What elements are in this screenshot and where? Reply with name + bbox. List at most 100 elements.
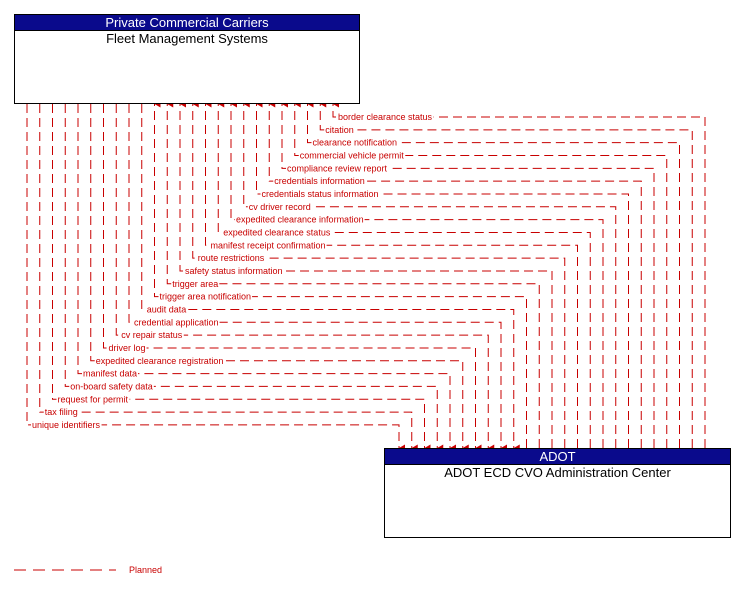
flow-line — [115, 104, 495, 452]
flow-label-background — [82, 368, 139, 379]
flow-expedited-clearance-status[interactable]: expedited clearance status — [217, 100, 591, 448]
flow-line — [281, 100, 655, 448]
legend: Planned — [14, 565, 162, 575]
legend-label: Planned — [129, 565, 162, 575]
flow-label: audit data — [147, 304, 187, 314]
flow-label-background — [107, 342, 147, 353]
flow-label-background — [43, 407, 79, 418]
flow-on-board-safety-data[interactable]: on-board safety data — [64, 104, 444, 452]
fleet-management-systems-node[interactable]: Private Commercial Carriers Fleet Manage… — [14, 14, 360, 104]
flow-line — [294, 100, 668, 448]
flow-line — [39, 104, 418, 452]
flow-compliance-review-report[interactable]: compliance review report — [281, 100, 655, 448]
flow-expedited-clearance-registration[interactable]: expedited clearance registration — [90, 104, 469, 452]
flow-line — [64, 104, 444, 452]
flow-label: tax filing — [45, 407, 78, 417]
flow-expedited-clearance-information[interactable]: expedited clearance information — [230, 100, 604, 448]
flow-cv-repair-status[interactable]: cv repair status — [115, 104, 495, 452]
flow-label-background — [145, 304, 188, 315]
flow-driver-log[interactable]: driver log — [103, 104, 482, 452]
flow-label-background — [273, 176, 366, 187]
flow-label-background — [184, 265, 284, 276]
flow-label-background — [133, 317, 220, 328]
flow-label-background — [69, 381, 154, 392]
adot-node-header: ADOT — [385, 449, 730, 465]
flow-label: route restrictions — [198, 253, 265, 263]
flow-label-background — [120, 330, 184, 341]
flow-label: expedited clearance information — [236, 215, 364, 225]
flow-label-background — [158, 291, 253, 302]
flow-trigger-area-notification[interactable]: trigger area notification — [154, 100, 527, 448]
flow-label: credential application — [134, 317, 219, 327]
flow-request-for-permit[interactable]: request for permit — [52, 104, 431, 452]
flow-clearance-notification[interactable]: clearance notification — [307, 100, 680, 448]
flow-label: manifest receipt confirmation — [211, 240, 326, 250]
flow-label-background — [260, 188, 380, 199]
flow-label-background — [337, 112, 434, 122]
flow-label: expedited clearance registration — [96, 356, 224, 366]
flow-label-background — [31, 419, 102, 430]
fleet-node-header: Private Commercial Carriers — [15, 15, 359, 31]
flow-label: driver log — [109, 343, 146, 353]
flow-credentials-status-information[interactable]: credentials status information — [256, 100, 629, 448]
flow-label-background — [171, 278, 220, 289]
flow-label-background — [247, 201, 312, 212]
flow-line — [90, 104, 469, 452]
flow-label: cv repair status — [121, 330, 183, 340]
flow-line — [166, 100, 540, 448]
flow-border-clearance-status[interactable]: border clearance status — [332, 100, 706, 448]
flow-credential-application[interactable]: credential application — [128, 104, 507, 452]
flow-line — [319, 100, 693, 448]
flow-label-background — [56, 394, 130, 405]
flow-label: compliance review report — [287, 163, 388, 173]
flow-tax-filing[interactable]: tax filing — [39, 104, 418, 452]
flow-label-background — [196, 253, 266, 264]
flow-safety-status-information[interactable]: safety status information — [179, 100, 553, 448]
adot-node-title: ADOT ECD CVO Administration Center — [444, 465, 671, 480]
flow-route-restrictions[interactable]: route restrictions — [192, 100, 566, 448]
flow-line — [26, 104, 405, 452]
flow-label-background — [324, 124, 355, 135]
flow-label: trigger area — [172, 279, 218, 289]
flow-line — [154, 100, 527, 448]
flow-label: credentials status information — [262, 189, 379, 199]
flow-manifest-data[interactable]: manifest data — [77, 104, 456, 452]
flow-cv-driver-record[interactable]: cv driver record — [243, 100, 617, 448]
flow-label-background — [286, 163, 389, 174]
flow-label-background — [298, 150, 406, 161]
flow-line — [192, 100, 566, 448]
flow-citation[interactable]: citation — [319, 100, 693, 448]
flow-label: on-board safety data — [70, 381, 153, 391]
flow-line — [179, 100, 553, 448]
flow-line — [268, 100, 642, 448]
flow-label-background — [94, 355, 225, 366]
flow-label: border clearance status — [338, 112, 433, 122]
flow-audit-data[interactable]: audit data — [141, 104, 520, 452]
flow-line — [217, 100, 591, 448]
flow-label-background — [222, 227, 332, 238]
fleet-node-title: Fleet Management Systems — [106, 31, 268, 46]
flow-line — [230, 100, 604, 448]
flow-label-background — [235, 214, 365, 225]
flow-trigger-area[interactable]: trigger area — [166, 100, 540, 448]
flow-label: safety status information — [185, 266, 283, 276]
flow-label: trigger area notification — [160, 292, 252, 302]
flow-commercial-vehicle-permit[interactable]: commercial vehicle permit — [294, 100, 668, 448]
flow-line — [307, 100, 680, 448]
flow-line — [52, 104, 431, 452]
flow-label: manifest data — [83, 369, 137, 379]
flow-line — [77, 104, 456, 452]
flow-label: request for permit — [58, 394, 129, 404]
flow-manifest-receipt-confirmation[interactable]: manifest receipt confirmation — [205, 100, 578, 448]
flow-credentials-information[interactable]: credentials information — [268, 100, 642, 448]
flow-label: unique identifiers — [32, 420, 101, 430]
flow-line — [243, 100, 617, 448]
flow-label-background — [209, 240, 327, 251]
flow-unique-identifiers[interactable]: unique identifiers — [26, 104, 405, 452]
adot-ecd-cvo-administration-center-node[interactable]: ADOT ADOT ECD CVO Administration Center — [384, 448, 731, 538]
flow-label-background — [311, 137, 399, 148]
flow-label: credentials information — [274, 176, 365, 186]
flow-label: cv driver record — [249, 202, 311, 212]
flow-label: clearance notification — [313, 138, 398, 148]
